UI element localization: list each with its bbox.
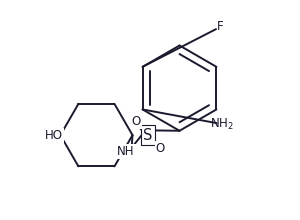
Text: O: O xyxy=(131,115,140,128)
Text: O: O xyxy=(156,142,165,155)
Text: F: F xyxy=(217,20,223,33)
Text: HO: HO xyxy=(45,129,63,142)
Text: S: S xyxy=(143,128,152,143)
Text: NH: NH xyxy=(117,145,135,158)
Text: NH$_2$: NH$_2$ xyxy=(210,117,234,132)
